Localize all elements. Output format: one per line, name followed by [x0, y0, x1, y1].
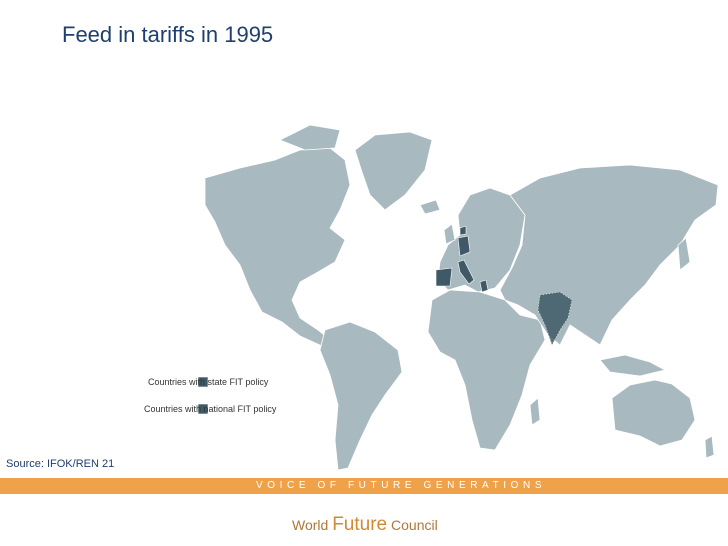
source-note: Source: IFOK/REN 21 [6, 458, 115, 470]
south-america [319, 321, 403, 471]
legend-label: Countries with national FIT policy [144, 404, 277, 414]
denmark [459, 225, 467, 236]
legend-label: Countries with state FIT policy [148, 377, 269, 387]
tagline: VOICE OF FUTURE GENERATIONS [256, 480, 547, 491]
north-america [204, 147, 351, 347]
japan [677, 237, 691, 271]
logo-word: World [292, 517, 329, 533]
spain [435, 267, 453, 287]
madagascar [529, 397, 541, 426]
australia [611, 379, 696, 447]
arctic-islands [279, 124, 341, 151]
southeast-asia-islands [599, 354, 667, 377]
india [537, 291, 573, 346]
greece [479, 279, 489, 293]
legend-swatch [197, 376, 209, 388]
iceland [419, 199, 441, 215]
banner [0, 478, 728, 494]
logo: World Future Council [292, 514, 438, 536]
world-map: Countries with state FIT policy Countrie… [144, 124, 719, 471]
british-isles [443, 223, 456, 245]
slide-title: Feed in tariffs in 1995 [62, 22, 274, 47]
new-zealand [704, 435, 715, 459]
germany [457, 235, 471, 257]
greenland [354, 131, 433, 211]
legend-swatch [197, 403, 209, 415]
logo-word: Council [391, 517, 438, 533]
africa [427, 289, 546, 451]
italy [457, 259, 475, 285]
logo-word: Future [332, 514, 388, 535]
